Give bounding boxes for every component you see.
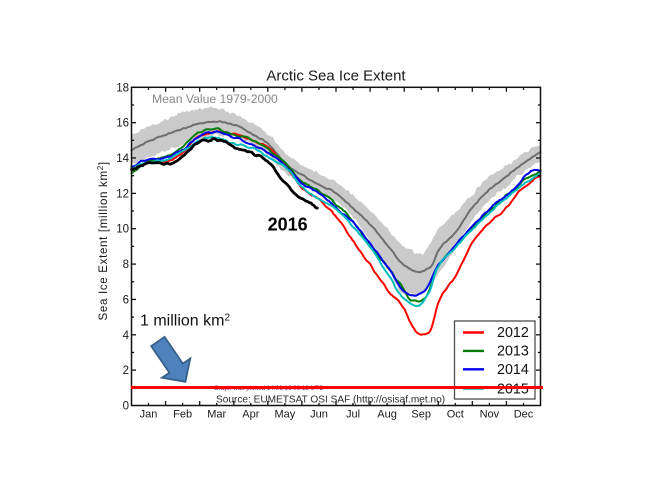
svg-text:Jan: Jan bbox=[140, 408, 158, 420]
svg-text:Feb: Feb bbox=[173, 408, 192, 420]
svg-text:2013: 2013 bbox=[497, 344, 529, 360]
svg-text:4: 4 bbox=[123, 330, 130, 342]
svg-text:Source: EUMETSAT OSI SAF (http: Source: EUMETSAT OSI SAF (http://osisaf.… bbox=[216, 395, 445, 406]
svg-text:10: 10 bbox=[116, 224, 129, 236]
svg-text:0: 0 bbox=[123, 401, 129, 413]
svg-text:Dec: Dec bbox=[514, 408, 534, 420]
svg-text:12: 12 bbox=[116, 188, 129, 200]
svg-text:Jul: Jul bbox=[346, 408, 360, 420]
svg-text:2016: 2016 bbox=[268, 215, 308, 235]
svg-text:Arctic Sea Ice Extent: Arctic Sea Ice Extent bbox=[266, 68, 406, 85]
svg-text:Oct: Oct bbox=[447, 408, 464, 420]
svg-text:Jun: Jun bbox=[310, 408, 328, 420]
svg-text:14: 14 bbox=[116, 153, 129, 165]
svg-text:Apr: Apr bbox=[242, 408, 259, 420]
svg-text:Sea Ice Extent [million km2]: Sea Ice Extent [million km2] bbox=[96, 161, 111, 320]
svg-text:2014: 2014 bbox=[497, 362, 529, 378]
svg-text:May: May bbox=[275, 408, 296, 420]
svg-text:Nov: Nov bbox=[480, 408, 500, 420]
svg-text:8: 8 bbox=[123, 259, 129, 271]
svg-text:Mean Value 1979-2000: Mean Value 1979-2000 bbox=[152, 92, 278, 106]
svg-text:2015: 2015 bbox=[497, 381, 529, 397]
svg-text:Mar: Mar bbox=[207, 408, 226, 420]
svg-text:2: 2 bbox=[123, 365, 129, 377]
svg-text:2012: 2012 bbox=[497, 325, 529, 341]
svg-text:6: 6 bbox=[123, 294, 129, 306]
svg-text:Aug: Aug bbox=[377, 408, 397, 420]
svg-text:18: 18 bbox=[116, 82, 129, 94]
svg-text:16: 16 bbox=[116, 118, 129, 130]
svg-text:1 million km2: 1 million km2 bbox=[140, 312, 230, 330]
svg-text:Sep: Sep bbox=[411, 408, 431, 420]
